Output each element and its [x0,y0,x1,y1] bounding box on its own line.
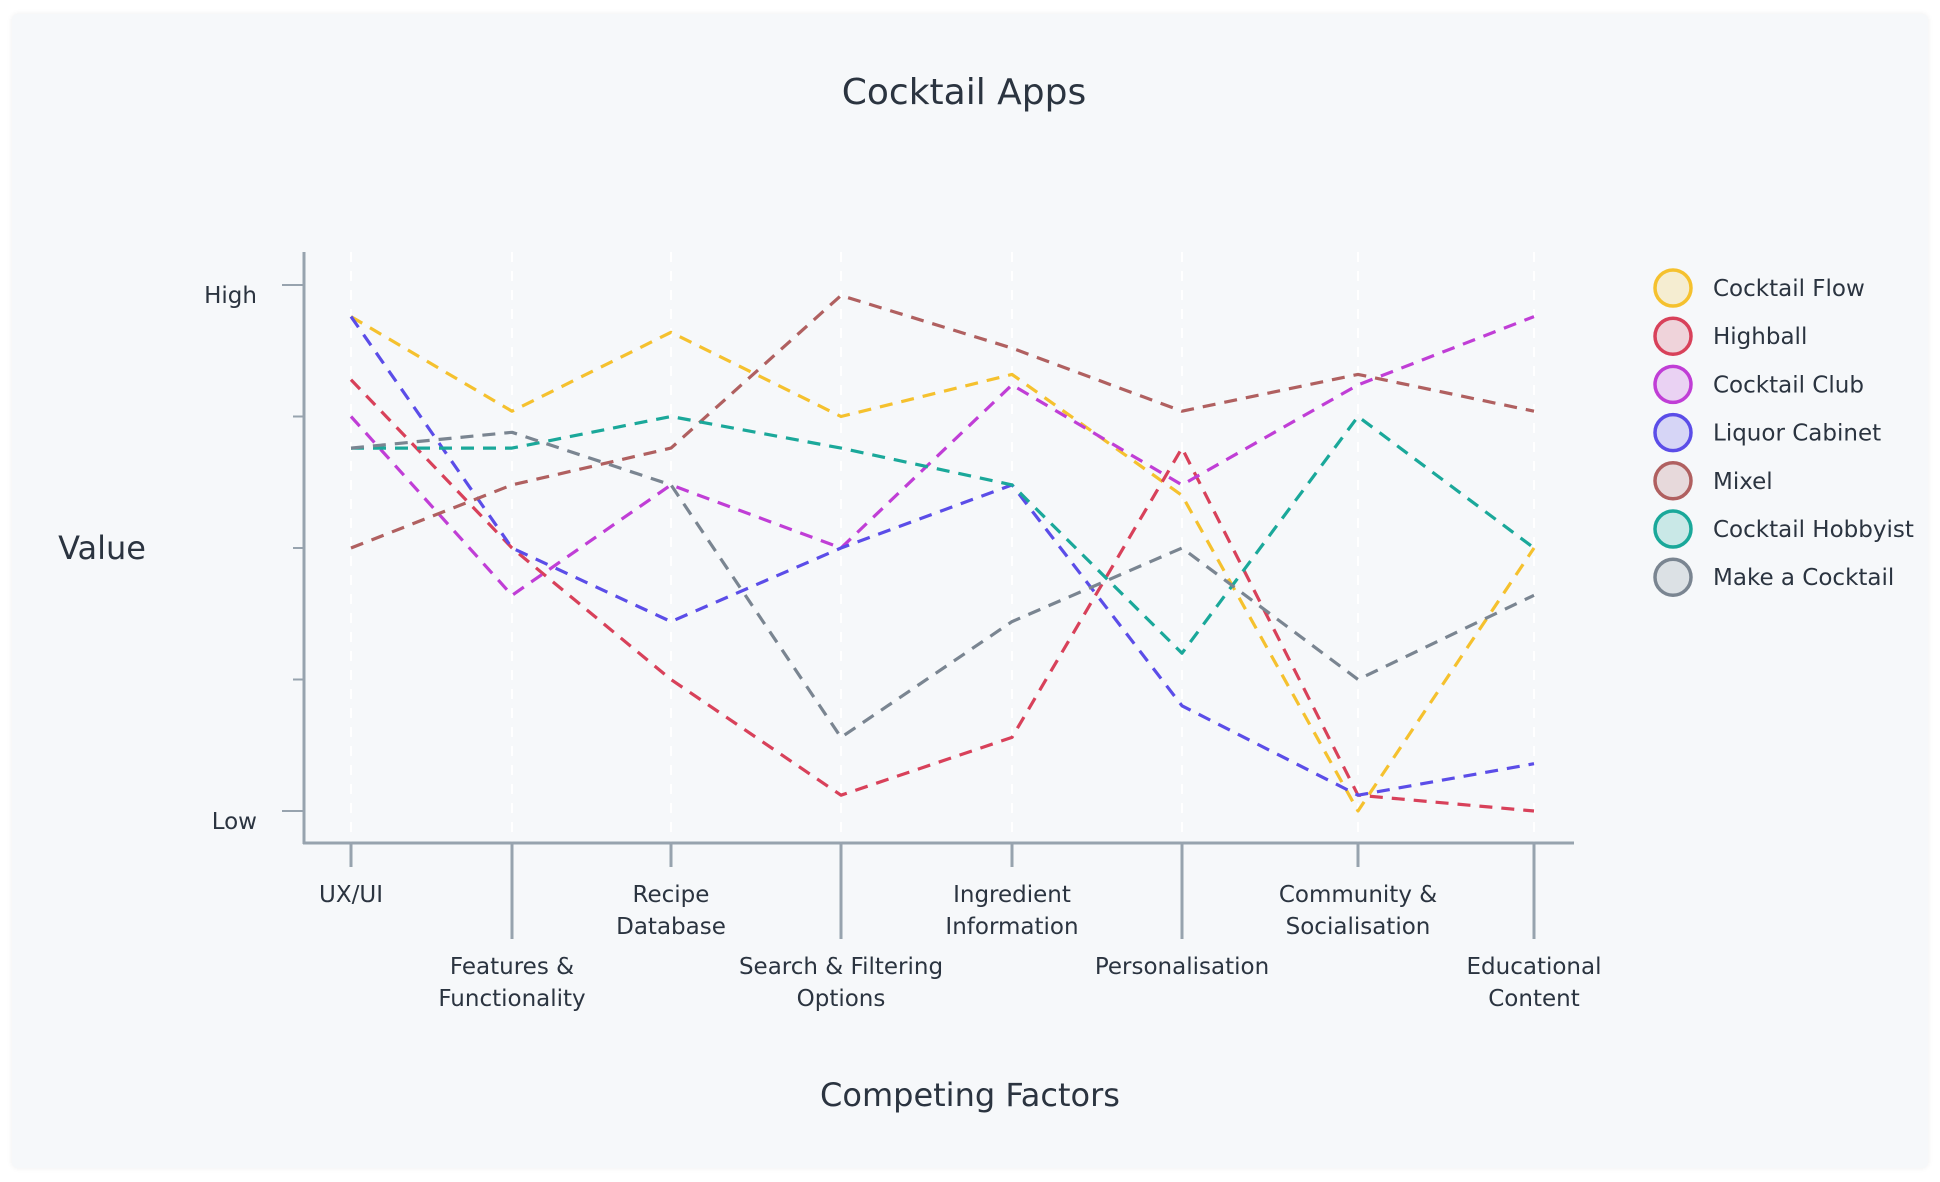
legend-item[interactable]: Cocktail Club [1653,364,1864,405]
legend-marker [1653,461,1693,501]
x-tick-label: Educational Content [1467,954,1602,1012]
legend-item[interactable]: Liquor Cabinet [1653,412,1881,453]
chart-title: Cocktail Apps [842,72,1087,113]
x-tick-label: Features & Functionality [438,954,585,1012]
series-line-highball [349,378,1535,813]
legend-marker [1653,557,1693,597]
x-tick-labels: UX/UI Features & Functionality Recipe Databa… [319,882,1601,1012]
legend-item[interactable]: Cocktail Flow [1653,268,1865,308]
x-tick-label: Ingredient Information [945,882,1078,940]
chart-card: Cocktail Apps Value Competing Factors Hi… [12,14,1928,1168]
y-tick-label-low: Low [212,809,257,835]
x-tick-label: UX/UI [319,882,383,908]
legend: Cocktail Flow Highball Cocktail Club Liquor… [1653,268,1914,597]
series-lines [349,293,1536,813]
x-tick-label: Recipe Database [616,882,726,940]
axes [282,252,1574,939]
legend-marker [1653,268,1693,308]
y-axis-title: Value [58,529,146,567]
x-tick-label: Search & Filtering Options [739,954,943,1012]
series-line-cocktail-club [349,315,1535,597]
legend-item[interactable]: Make a Cocktail [1653,557,1894,597]
x-tick-label: Community & Socialisation [1279,882,1437,940]
legend-label: Mixel [1713,469,1773,495]
legend-marker [1653,364,1693,405]
legend-item[interactable]: Highball [1653,316,1807,356]
x-tick-label: Personalisation [1095,954,1269,980]
y-tick-label-high: High [204,283,257,309]
legend-label: Cocktail Hobbyist [1713,517,1914,543]
legend-label: Liquor Cabinet [1713,421,1881,447]
series-line-liquor-cabinet [349,315,1535,797]
series-line-make-a-cocktail [350,430,1535,740]
legend-marker [1653,316,1693,356]
grid-lines [350,252,1535,842]
legend-item[interactable]: Cocktail Hobbyist [1653,509,1914,549]
legend-label: Make a Cocktail [1713,565,1894,591]
legend-item[interactable]: Mixel [1653,461,1773,501]
legend-marker [1653,412,1693,453]
legend-label: Cocktail Flow [1713,276,1865,302]
legend-marker [1653,509,1693,549]
series-line-cocktail-flow [350,315,1536,813]
legend-label: Highball [1713,324,1807,350]
series-line-cocktail-hobbyist [351,414,1535,655]
series-line-mixel [350,293,1535,550]
line-chart: Cocktail Apps Value Competing Factors Hi… [58,72,1914,1114]
legend-label: Cocktail Club [1713,372,1864,398]
x-axis-title: Competing Factors [820,1076,1120,1114]
